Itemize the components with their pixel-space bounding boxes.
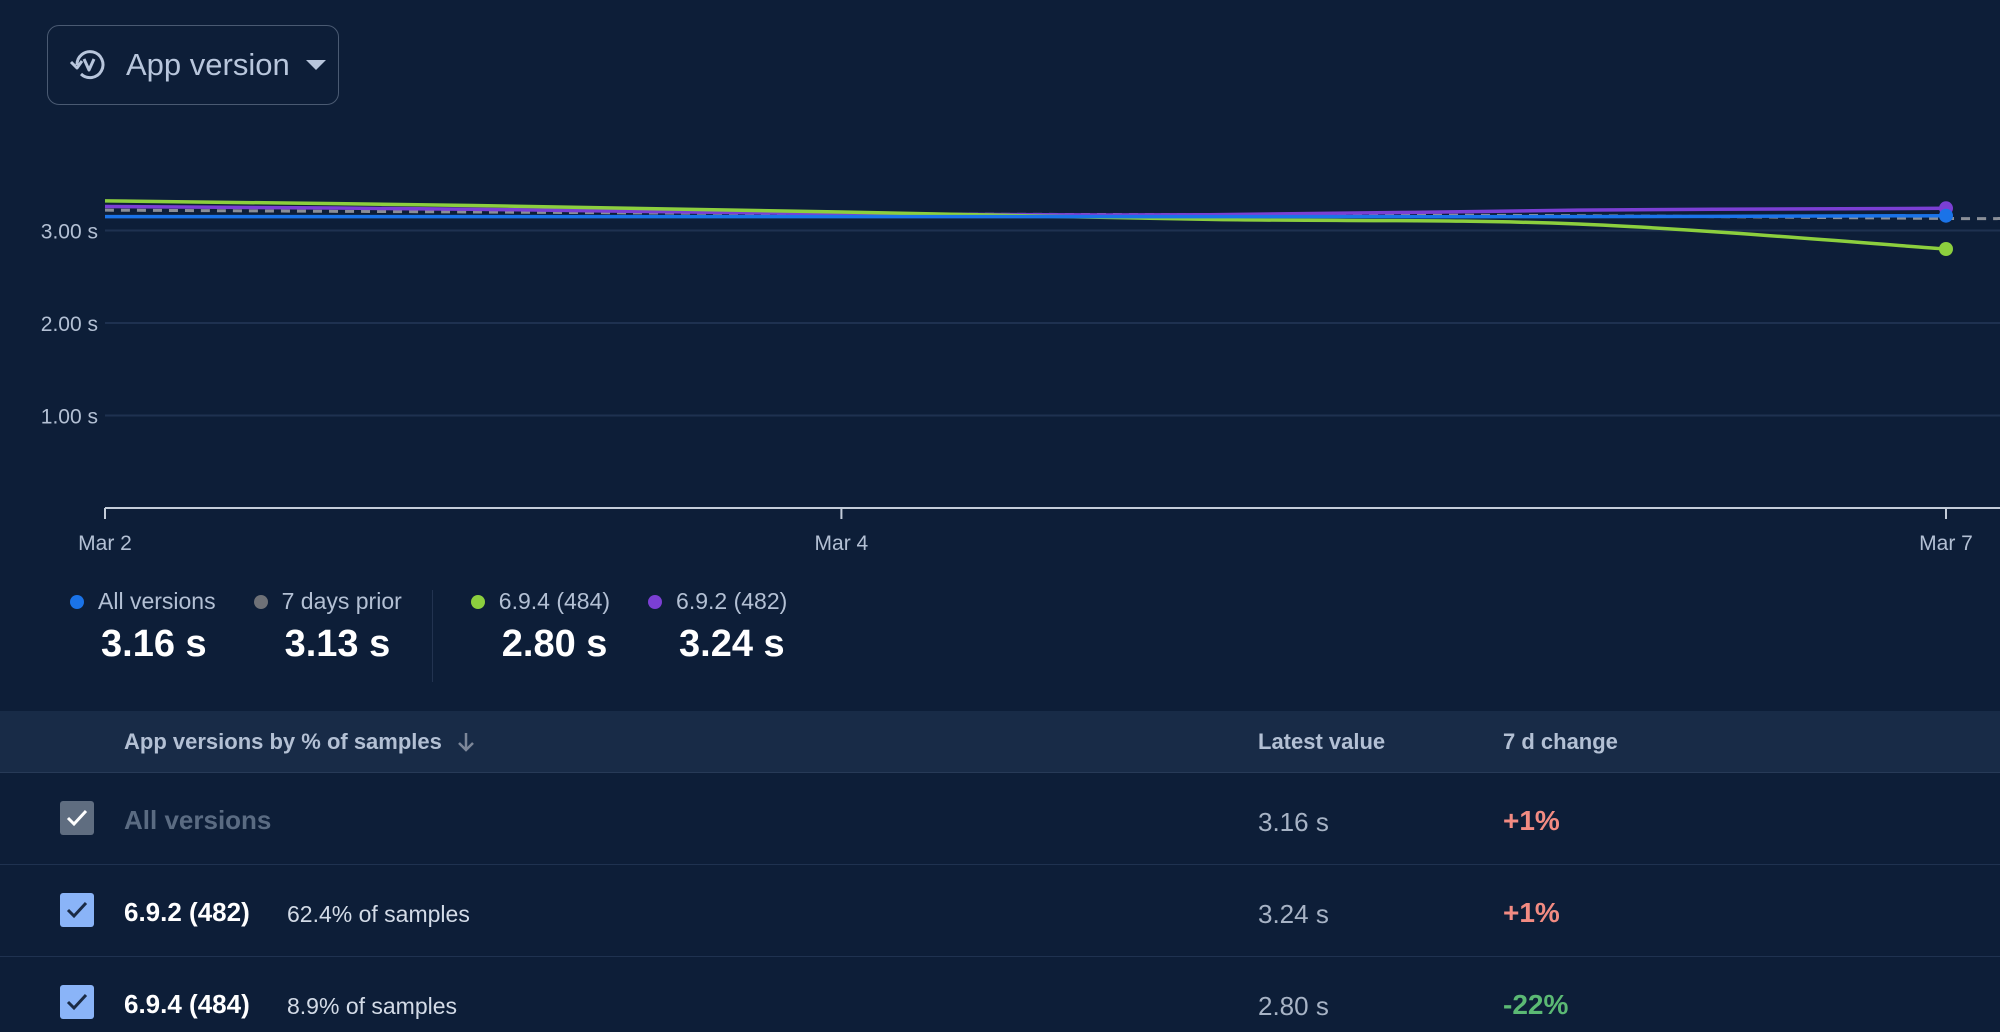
x-tick-label: Mar 4 [815, 532, 869, 550]
x-tick-label: Mar 2 [78, 532, 132, 550]
table-header: App versions by % of samples Latest valu… [0, 711, 2000, 773]
chevron-down-icon [305, 60, 326, 70]
row-latest-value: 3.16 s [1258, 807, 1329, 837]
legend-value: 3.13 s [284, 623, 391, 665]
series-end-point [1939, 208, 1953, 223]
column-header-versions[interactable]: App versions by % of samples [124, 729, 476, 755]
column-header-label: App versions by % of samples [124, 728, 442, 754]
filter-label: App version [126, 47, 290, 82]
row-checkbox[interactable] [60, 801, 94, 835]
legend-value: 3.16 s [101, 623, 207, 665]
legend-item-6-9-2: 6.9.2 (482) 3.24 s [648, 588, 787, 682]
y-tick-label: 3.00 s [41, 221, 98, 244]
legend-item-all-versions: All versions 3.16 s [70, 588, 216, 682]
row-latest-value: 2.80 s [1258, 991, 1329, 1021]
legend-label: 7 days prior [281, 588, 402, 614]
row-change: +1% [1503, 897, 1560, 928]
row-checkbox[interactable] [60, 985, 94, 1019]
sort-descending-icon [457, 732, 474, 752]
row-change: -22% [1503, 989, 1569, 1020]
row-version-name: 6.9.4 (484) [124, 989, 250, 1019]
legend-label: 6.9.2 (482) [676, 588, 788, 614]
legend-item-7-days-prior: 7 days prior 3.13 s [253, 588, 402, 682]
row-checkbox[interactable] [60, 893, 94, 927]
series-line-all-versions [105, 213, 1947, 219]
app-version-filter-button[interactable]: App version [47, 25, 339, 105]
line-chart: 3.00 s 2.00 s 1.00 s Mar 2 Mar 4 Mar 7 [41, 199, 2000, 550]
versions-table: App versions by % of samples Latest valu… [0, 711, 2000, 1032]
checkmark-icon [66, 809, 88, 827]
row-samples: 8.9% of samples [287, 993, 458, 1019]
legend-value: 2.80 s [501, 623, 608, 665]
legend-label: All versions [98, 588, 216, 614]
y-tick-label: 2.00 s [41, 313, 98, 336]
table-row: 6.9.4 (484) 8.9% of samples 2.80 s -22% [0, 957, 2000, 1032]
legend-dot [253, 594, 268, 609]
checkmark-icon [66, 901, 88, 919]
x-tick-label: Mar 7 [1919, 532, 1973, 550]
legend-dot [648, 594, 663, 609]
row-version-name: All versions [124, 805, 272, 835]
checkmark-icon [66, 993, 88, 1011]
legend-item-6-9-4: 6.9.4 (484) 2.80 s [470, 588, 611, 682]
legend-label: 6.9.4 (484) [498, 588, 611, 614]
column-header-latest[interactable]: Latest value [1258, 728, 1386, 754]
legend-dot [70, 594, 84, 609]
row-latest-value: 3.24 s [1258, 899, 1329, 929]
column-header-change[interactable]: 7 d change [1503, 728, 1618, 754]
row-version-name: 6.9.2 (482) [124, 897, 250, 927]
series-end-point [1939, 242, 1953, 256]
y-tick-label: 1.00 s [41, 406, 98, 429]
chart-legend: All versions 3.16 s 7 days prior 3.13 s … [70, 588, 825, 682]
row-samples: 62.4% of samples [287, 901, 470, 927]
legend-divider [431, 590, 433, 682]
row-change: +1% [1503, 805, 1560, 836]
table-row: 6.9.2 (482) 62.4% of samples 3.24 s +1% [0, 865, 2000, 957]
legend-dot [470, 594, 485, 609]
version-history-icon [66, 42, 112, 88]
legend-value: 3.24 s [679, 623, 785, 665]
table-row: All versions 3.16 s +1% [0, 773, 2000, 865]
